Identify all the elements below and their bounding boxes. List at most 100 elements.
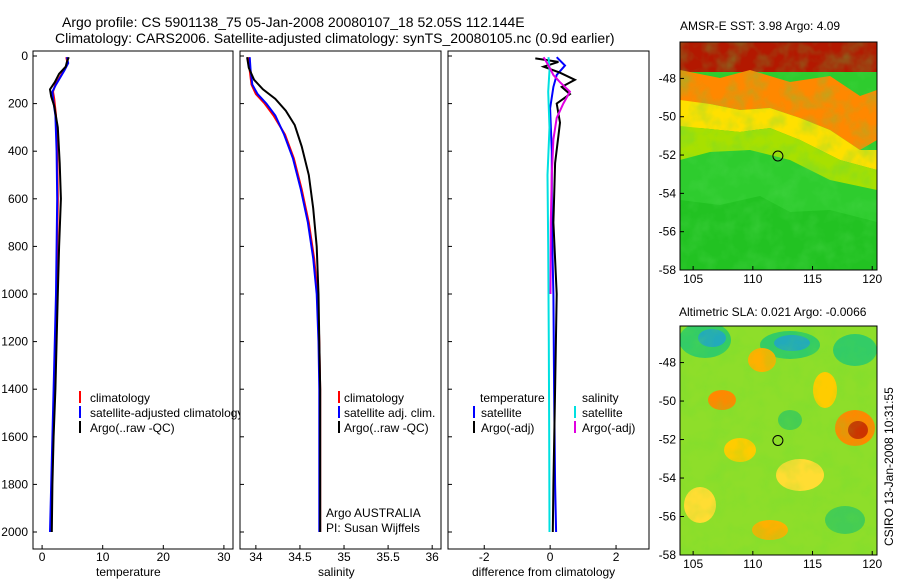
sst-y-axis: -48 -50 -52 -54 -56 -58 xyxy=(659,71,684,277)
difference-legend: temperature satellite Argo(-adj) salinit… xyxy=(473,391,635,435)
sst-map-title: AMSR-E SST: 3.98 Argo: 4.09 xyxy=(680,19,840,33)
sla-field xyxy=(680,326,877,555)
legend-label-temp-argo: Argo(-adj) xyxy=(481,421,534,435)
sla-texture xyxy=(680,326,877,555)
legend-header-salinity: salinity xyxy=(582,391,619,405)
temperature-x-label: temperature xyxy=(96,565,161,579)
difference-x-axis: -2 0 2 xyxy=(479,545,620,564)
salinity-panel: 34 34.5 35 35.5 36 salinity climatology sate… xyxy=(239,50,442,579)
y-tick-label: -48 xyxy=(659,71,677,85)
salinity-lines xyxy=(246,57,322,532)
difference-x-label: difference from climatology xyxy=(472,565,615,579)
temperature-panel: 0 200 400 600 800 1000 1200 1400 1600 1800 2000 0 1… xyxy=(1,49,243,579)
legend-label-climatology: climatology xyxy=(344,391,404,405)
x-tick-label: 10 xyxy=(96,550,110,564)
difference-panel: -2 0 2 difference from climatology tempera… xyxy=(447,50,650,579)
y-tick-label: -50 xyxy=(659,394,677,408)
y-tick-label: -52 xyxy=(659,148,677,162)
series-line-2 xyxy=(246,57,322,532)
x-tick-label: 2 xyxy=(613,550,620,564)
sst-map-panel: AMSR-E SST: 3.98 Argo: 4.09 -48 -50 -52 -54… xyxy=(659,19,883,286)
difference-y-axis xyxy=(448,55,452,533)
sst-texture xyxy=(680,42,877,270)
chart-title-line1: Argo profile: CS 5901138_75 05-Jan-2008 … xyxy=(62,14,525,30)
salinity-y-axis xyxy=(240,55,244,533)
salinity-legend: climatology satellite adj. clim. Argo(..… xyxy=(338,391,435,435)
x-tick-label: 35 xyxy=(337,550,351,564)
y-tick-label: 1800 xyxy=(1,477,28,491)
y-tick-label: -58 xyxy=(659,263,677,277)
temperature-lines xyxy=(48,56,70,533)
x-tick-label: 120 xyxy=(862,272,882,286)
x-tick-label: 105 xyxy=(683,272,703,286)
argo-program-annotation: Argo AUSTRALIA xyxy=(326,506,421,520)
legend-label-satellite: satellite adj. clim. xyxy=(344,406,435,420)
sst-field xyxy=(680,42,877,270)
legend-label-argo: Argo(..raw -QC) xyxy=(344,421,429,435)
x-tick-label: 36 xyxy=(426,550,440,564)
y-tick-label: 2000 xyxy=(1,525,28,539)
legend-header-temperature: temperature xyxy=(480,391,545,405)
y-tick-label: 400 xyxy=(8,144,28,158)
y-tick-label: -52 xyxy=(659,433,677,447)
y-tick-label: 600 xyxy=(8,192,28,206)
y-tick-label: -56 xyxy=(659,225,677,239)
sla-x-axis: 105 110 115 120 xyxy=(683,551,883,571)
legend-label-climatology: climatology xyxy=(90,391,150,405)
legend-label-argo: Argo(..raw -QC) xyxy=(90,421,175,435)
x-tick-label: -2 xyxy=(479,550,490,564)
temperature-legend: climatology satellite-adjusted climatolo… xyxy=(79,391,243,435)
series-line-3 xyxy=(542,56,572,295)
y-tick-label: 800 xyxy=(8,239,28,253)
x-tick-label: 20 xyxy=(157,550,171,564)
y-tick-label: -50 xyxy=(659,110,677,124)
x-tick-label: 115 xyxy=(803,557,822,571)
x-tick-label: 105 xyxy=(683,557,703,571)
x-tick-label: 0 xyxy=(547,550,554,564)
x-tick-label: 34.5 xyxy=(288,550,312,564)
y-tick-label: -56 xyxy=(659,510,677,524)
temperature-y-axis: 0 200 400 600 800 1000 1200 1400 1600 1800 2000 xyxy=(1,49,37,539)
y-tick-label: -54 xyxy=(659,186,677,200)
legend-label-temp-satellite: satellite xyxy=(481,406,522,420)
y-tick-label: -58 xyxy=(659,548,677,562)
argo-position-marker xyxy=(772,150,784,162)
y-tick-label: 1000 xyxy=(1,287,28,301)
argo-position-marker xyxy=(772,435,784,446)
sla-map-panel: Altimetric SLA: 0.021 Argo: -0.0066 -48-… xyxy=(659,305,883,571)
series-line-1 xyxy=(49,56,70,533)
x-tick-label: 110 xyxy=(743,272,762,286)
temperature-x-axis: 0 10 20 30 xyxy=(39,545,231,564)
x-tick-label: 120 xyxy=(862,557,882,571)
sst-x-axis: 105 110 115 120 xyxy=(683,266,883,286)
legend-label-satellite: satellite-adjusted climatology xyxy=(90,406,243,420)
y-tick-label: -48 xyxy=(659,356,677,370)
chart-title-line2: Climatology: CARS2006. Satellite-adjuste… xyxy=(55,30,615,46)
x-tick-label: 115 xyxy=(803,272,822,286)
salinity-x-label: salinity xyxy=(318,565,355,579)
sla-y-axis: -48 -50 -52 -54 -56 -58 xyxy=(659,356,684,562)
csiro-timestamp-label: CSIRO 13-Jan-2008 10:31:55 xyxy=(882,387,896,546)
x-tick-label: 35.5 xyxy=(376,550,400,564)
x-tick-label: 0 xyxy=(39,550,46,564)
series-line-2 xyxy=(546,57,551,533)
salinity-axes-frame xyxy=(239,50,442,550)
x-tick-label: 34 xyxy=(249,550,263,564)
salinity-x-axis: 34 34.5 35 35.5 36 xyxy=(249,545,439,564)
y-tick-label: 1400 xyxy=(1,382,28,396)
sla-map-title: Altimetric SLA: 0.021 Argo: -0.0066 xyxy=(679,305,867,319)
y-tick-label: 1600 xyxy=(1,430,28,444)
y-tick-label: 0 xyxy=(21,49,28,63)
x-tick-label: 110 xyxy=(743,557,762,571)
y-tick-label: 200 xyxy=(8,97,28,111)
series-line-2 xyxy=(48,56,70,533)
y-tick-label: -54 xyxy=(659,471,677,485)
temperature-axes-frame xyxy=(32,50,234,550)
sla-map-frame xyxy=(679,325,878,556)
x-tick-label: 30 xyxy=(217,550,231,564)
difference-lines xyxy=(535,56,578,533)
legend-label-sal-argo: Argo(-adj) xyxy=(582,421,635,435)
sst-map-frame xyxy=(679,41,878,271)
argo-pi-annotation: PI: Susan Wijffels xyxy=(326,521,420,535)
